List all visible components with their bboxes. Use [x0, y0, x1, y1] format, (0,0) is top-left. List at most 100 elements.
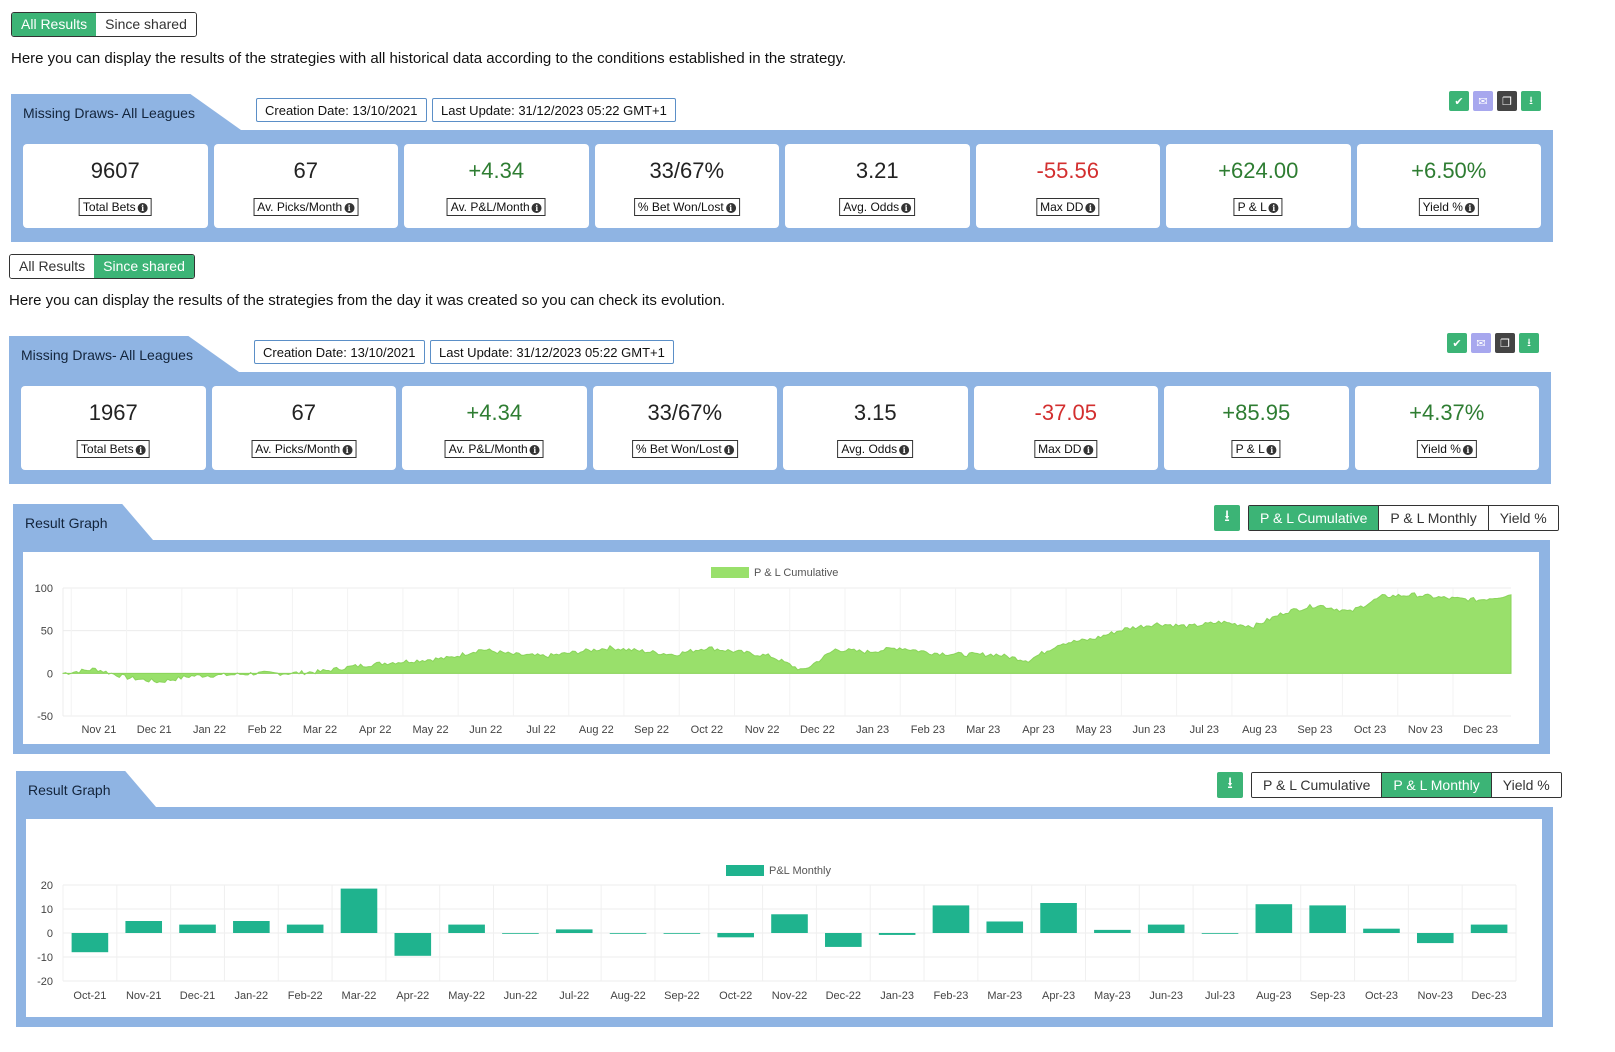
stat-label-text: Avg. Odds — [843, 200, 900, 214]
x-tick-label: Aug-23 — [1256, 990, 1291, 1002]
bar — [717, 933, 754, 938]
stat-label-text: Total Bets — [82, 200, 136, 214]
stat-card: +4.34 Av. P&L/Month i — [402, 386, 587, 470]
results-toggle-2: All Results Since shared — [9, 254, 195, 279]
info-icon[interactable]: i — [1085, 202, 1096, 213]
stats-panel-1: 9607 Total Bets i 67 Av. Picks/Month i +4.34 Av… — [11, 130, 1553, 242]
info-icon[interactable]: i — [531, 202, 542, 213]
bar — [1416, 933, 1454, 944]
info-icon[interactable]: i — [901, 202, 912, 213]
legend-label: P&L Monthly — [769, 865, 831, 877]
stats-row: 1967 Total Bets i 67 Av. Picks/Month i +4.34 Av… — [21, 386, 1539, 470]
stat-card: -55.56 Max DD i — [975, 144, 1160, 228]
y-tick-label: 0 — [47, 928, 53, 940]
x-tick-label: Sep 22 — [634, 724, 669, 736]
x-tick-label: Nov-21 — [126, 990, 161, 1002]
stat-card: -37.05 Max DD i — [973, 386, 1158, 470]
tab-yield[interactable]: Yield % — [1490, 773, 1561, 797]
info-icon[interactable]: i — [1462, 444, 1473, 455]
info-icon[interactable]: i — [135, 444, 146, 455]
tab-pl-cumulative[interactable]: P & L Cumulative — [1252, 773, 1382, 797]
stat-label-text: Av. Picks/Month — [257, 200, 343, 214]
bar — [1309, 905, 1346, 933]
tab-pl-cumulative[interactable]: P & L Cumulative — [1249, 506, 1379, 530]
since-shared-button[interactable]: Since shared — [96, 13, 196, 36]
stat-label: Av. Picks/Month i — [253, 198, 359, 216]
info-icon[interactable]: i — [1464, 202, 1475, 213]
check-icon[interactable]: ✔ — [1447, 333, 1467, 353]
info-icon[interactable]: i — [137, 202, 148, 213]
stat-label-text: P & L — [1235, 442, 1265, 456]
graph-panel-2: P&L Monthly 20 10 0 -10 -20 Oct-21 Nov-21 Dec-21… — [16, 807, 1553, 1027]
bar — [1363, 928, 1400, 933]
info-icon[interactable]: i — [899, 444, 910, 455]
info-icon[interactable]: i — [344, 202, 355, 213]
stat-label: Total Bets i — [78, 198, 152, 216]
bar — [555, 929, 593, 933]
download-icon[interactable]: ⭳ — [1521, 91, 1541, 111]
stat-card: 1967 Total Bets i — [21, 386, 206, 470]
x-tick-label: Feb 22 — [248, 724, 282, 736]
download-icon[interactable]: ⭳ — [1214, 505, 1240, 531]
x-tick-label: Sep 23 — [1297, 724, 1332, 736]
stat-label: Av. P&L/Month i — [444, 440, 544, 458]
monthly-chart: P&L Monthly 20 10 0 -10 -20 Oct-21 Nov-21 Dec-21… — [26, 819, 1542, 1017]
x-tick-label: Mar-22 — [342, 990, 377, 1002]
since-shared-button[interactable]: Since shared — [94, 255, 194, 278]
tab-pl-monthly[interactable]: P & L Monthly — [1378, 506, 1488, 530]
stat-card: 33/67% % Bet Won/Lost i — [594, 144, 779, 228]
x-tick-label: Jul 23 — [1190, 724, 1219, 736]
x-tick-label: Jul-23 — [1205, 990, 1235, 1002]
y-tick-label: 20 — [41, 880, 53, 892]
x-tick-label: Mar 23 — [966, 724, 1000, 736]
x-tick-label: Apr-23 — [1042, 990, 1075, 1002]
info-icon[interactable]: i — [725, 202, 736, 213]
x-tick-label: Jun-22 — [504, 990, 538, 1002]
all-results-button[interactable]: All Results — [12, 13, 97, 36]
copy-icon[interactable]: ❐ — [1495, 333, 1515, 353]
info-icon[interactable]: i — [723, 444, 734, 455]
x-tick-label: Oct-22 — [719, 990, 752, 1002]
bar — [125, 921, 163, 933]
info-icon[interactable]: i — [1083, 444, 1094, 455]
check-icon[interactable]: ✔ — [1449, 91, 1469, 111]
bar — [825, 933, 862, 947]
stat-card: 67 Av. Picks/Month i — [211, 386, 396, 470]
info-icon[interactable]: i — [342, 444, 353, 455]
tab-pl-monthly[interactable]: P & L Monthly — [1381, 773, 1491, 797]
info-icon[interactable]: i — [1268, 202, 1279, 213]
bar — [179, 924, 216, 933]
monthly-chart-svg: P&L Monthly 20 10 0 -10 -20 Oct-21 Nov-21 Dec-21… — [37, 865, 1517, 1002]
download-icon[interactable]: ⭳ — [1519, 333, 1539, 353]
info-icon[interactable]: i — [529, 444, 540, 455]
stats-panel-2: 1967 Total Bets i 67 Av. Picks/Month i +4.34 Av… — [9, 372, 1551, 484]
x-tick-label: Nov-22 — [772, 990, 807, 1002]
x-tick-label: Aug 23 — [1242, 724, 1277, 736]
x-tick-label: Sep-22 — [664, 990, 699, 1002]
x-tick-label: Mar-23 — [987, 990, 1022, 1002]
info-icon[interactable]: i — [1266, 444, 1277, 455]
y-tick-label: -20 — [37, 976, 53, 988]
stat-value: 67 — [293, 158, 318, 183]
copy-icon[interactable]: ❐ — [1497, 91, 1517, 111]
y-tick-label: 10 — [41, 904, 53, 916]
tab-yield[interactable]: Yield % — [1487, 506, 1558, 530]
x-tick-label: Feb-23 — [934, 990, 969, 1002]
y-tick-label: -10 — [37, 952, 53, 964]
stat-label-text: Max DD — [1038, 442, 1082, 456]
x-tick-label: Dec-21 — [180, 990, 215, 1002]
cumulative-chart-svg: P & L Cumulative 100 50 0 -50 Nov 21 Dec 21 Jan… — [35, 567, 1512, 736]
last-update: Last Update: 31/12/2023 05:22 GMT+1 — [430, 340, 674, 364]
download-icon[interactable]: ⭳ — [1217, 772, 1243, 798]
mail-icon[interactable]: ✉ — [1473, 91, 1493, 111]
x-tick-label: May 22 — [412, 724, 448, 736]
results-toggle-1: All Results Since shared — [11, 12, 197, 37]
stat-label: % Bet Won/Lost i — [631, 440, 738, 458]
legend-swatch — [726, 865, 764, 876]
stat-label-text: Total Bets — [80, 442, 134, 456]
graph-tabs-1: P & L Cumulative P & L Monthly Yield % — [1248, 505, 1559, 531]
all-results-button[interactable]: All Results — [10, 255, 95, 278]
mail-icon[interactable]: ✉ — [1471, 333, 1491, 353]
